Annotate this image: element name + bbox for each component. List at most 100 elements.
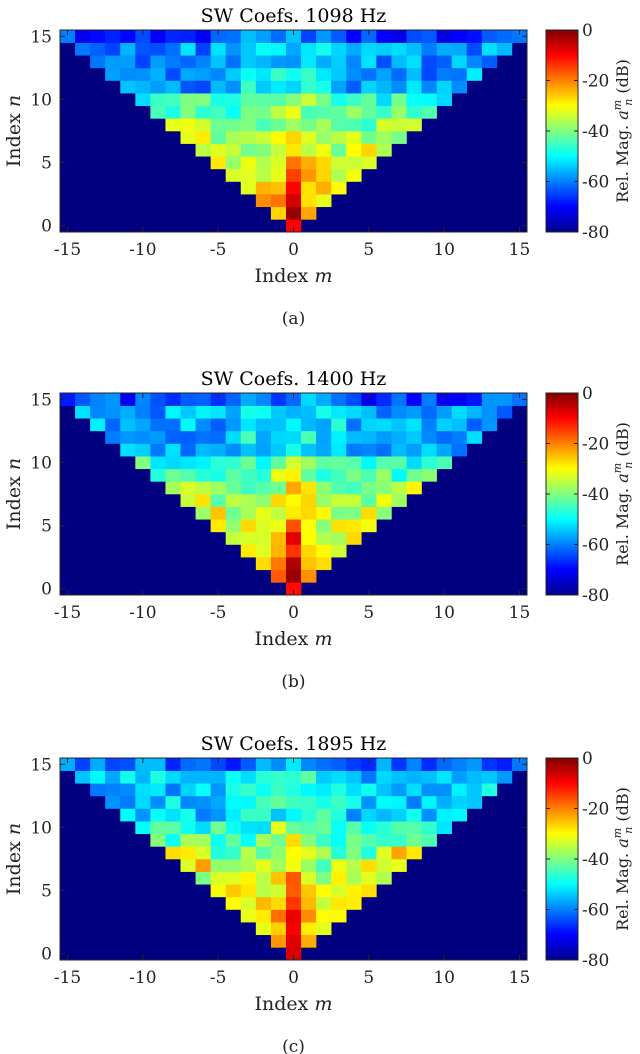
heatmap-cell	[270, 783, 287, 797]
heatmap-cell	[331, 468, 347, 482]
heatmap-cell	[225, 808, 242, 822]
heatmap-cell	[225, 468, 242, 482]
heatmap-cell	[421, 468, 437, 482]
heatmap-cell	[165, 430, 181, 444]
heatmap-cell	[225, 795, 242, 809]
heatmap-cell	[270, 105, 287, 119]
heatmap-cell	[195, 405, 211, 419]
heatmap-cell	[406, 443, 422, 457]
heatmap-cell	[210, 93, 227, 107]
heatmap-cell	[225, 456, 242, 470]
heatmap-cell	[255, 871, 272, 885]
heatmap-cell	[270, 118, 287, 132]
heatmap-cell	[210, 783, 227, 797]
heatmap-cell	[165, 468, 181, 482]
heatmap-cell	[150, 93, 166, 107]
y-tick-label: 0	[41, 217, 52, 237]
heatmap-cell	[165, 770, 181, 784]
heatmap-cell	[406, 42, 422, 56]
heatmap-cell	[451, 30, 468, 43]
heatmap-cell	[270, 934, 287, 948]
heatmap-cell	[361, 456, 377, 470]
heatmap-cell	[225, 156, 242, 170]
x-tick-label: -5	[210, 240, 227, 260]
heatmap-cell	[451, 42, 468, 56]
heatmap-cell	[105, 783, 121, 797]
heatmap-cell	[481, 418, 498, 432]
heatmap-cell	[270, 544, 287, 558]
x-tick-label: 15	[509, 968, 531, 988]
heatmap-cell	[195, 443, 211, 457]
heatmap-cell	[511, 393, 528, 406]
heatmap-cell	[301, 194, 317, 208]
heatmap-cell	[270, 519, 287, 533]
colorbar	[545, 29, 579, 233]
heatmap-cell	[376, 481, 392, 495]
heatmap-cell	[240, 821, 257, 835]
heatmap-cell	[301, 569, 317, 583]
heatmap-cell	[195, 118, 211, 132]
heatmap-cell	[421, 93, 437, 107]
heatmap-cell	[496, 405, 513, 419]
heatmap-cell	[255, 30, 272, 43]
heatmap-cell	[436, 758, 452, 771]
heatmap-cell	[105, 795, 121, 809]
heatmap-cell	[255, 405, 272, 419]
heatmap-cell	[421, 456, 437, 470]
heatmap-cell	[240, 808, 257, 822]
heatmap-cell	[240, 871, 257, 885]
heatmap-cell	[376, 506, 392, 520]
heatmap-cell	[406, 808, 422, 822]
heatmap-cells	[60, 393, 528, 596]
heatmap-cell	[195, 871, 211, 885]
heatmap-cell	[331, 795, 347, 809]
heatmap-cell	[255, 194, 272, 208]
x-axis-label: Index m	[255, 993, 333, 1015]
heatmap-cell	[270, 30, 287, 43]
heatmap-cell	[210, 821, 227, 835]
heatmap-cell	[285, 909, 302, 923]
x-tick-label: -15	[54, 968, 81, 988]
heatmap-cell	[225, 506, 242, 520]
heatmap-cell	[285, 557, 302, 571]
heatmap-cell	[120, 430, 136, 444]
heatmap-cell	[180, 456, 196, 470]
heatmap-cell	[376, 118, 392, 132]
heatmap-cell	[105, 770, 121, 784]
colorbar-tick-label: -60	[582, 901, 609, 921]
heatmap-cell	[331, 770, 347, 784]
heatmap-cell	[406, 67, 422, 81]
heatmap-cell	[406, 30, 422, 43]
heatmap-cell	[285, 418, 302, 432]
heatmap-cell	[391, 42, 407, 56]
heatmap-cell	[406, 758, 422, 771]
heatmap-cell	[285, 544, 302, 558]
heatmap-cell	[150, 808, 166, 822]
heatmap-cell	[210, 481, 227, 495]
heatmap-cell	[150, 80, 166, 94]
heatmap-cell	[316, 519, 332, 533]
heatmap-cell	[361, 506, 377, 520]
heatmap-cell	[210, 105, 227, 119]
heatmap-cell	[225, 896, 242, 910]
heatmap-cell	[391, 80, 407, 94]
y-tick-label: 0	[41, 945, 52, 965]
heatmap-cell	[346, 156, 362, 170]
heatmap-cell	[165, 821, 181, 835]
heatmap-cell	[270, 770, 287, 784]
heatmap-cell	[331, 833, 347, 847]
heatmap-cell	[466, 30, 483, 43]
heatmap-cell	[331, 846, 347, 860]
heatmap-cell	[285, 833, 302, 847]
heatmap-cell	[316, 93, 332, 107]
heatmap-cell	[240, 833, 257, 847]
heatmap-cell	[195, 506, 211, 520]
heatmap-cell	[316, 922, 332, 936]
heatmap-cell	[301, 468, 317, 482]
heatmap-cell	[421, 42, 437, 56]
heatmap-cell	[301, 808, 317, 822]
heatmap-cell	[391, 770, 407, 784]
heatmap-cell	[210, 758, 227, 771]
heatmap-cell	[255, 131, 272, 144]
heatmap-cell	[391, 93, 407, 107]
